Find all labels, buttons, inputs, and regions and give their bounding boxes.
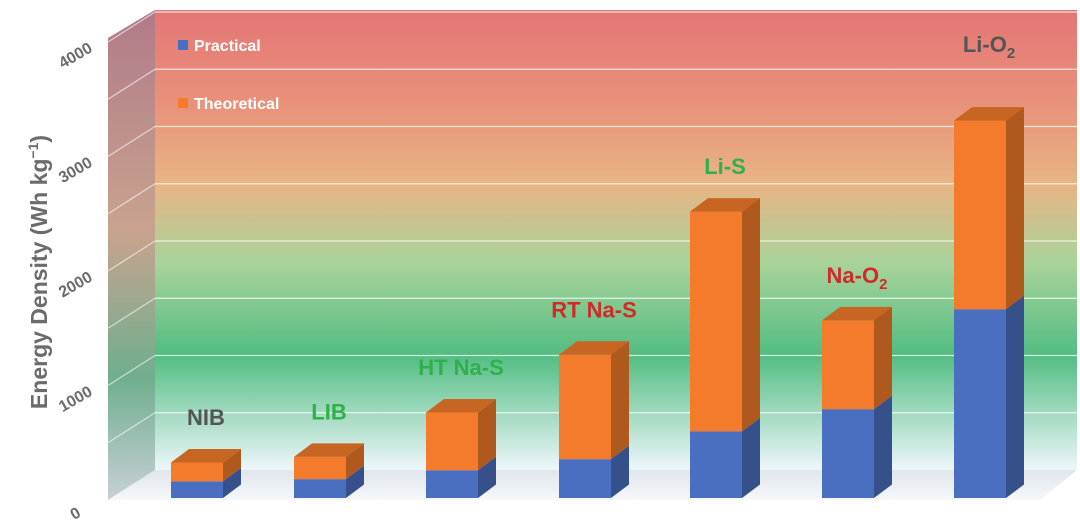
bar-front-face <box>954 120 1006 310</box>
bar-top-face <box>690 198 760 212</box>
legend: Practical Theoretical <box>178 38 279 113</box>
bar-side-face <box>874 395 892 498</box>
bar-side-face <box>223 448 241 482</box>
gridline-wall <box>107 183 156 215</box>
bar-top-face <box>426 399 496 413</box>
bar-front-face <box>822 409 874 498</box>
bar-segment-theoretical <box>954 107 1024 310</box>
bar-segment-practical <box>426 456 496 498</box>
category-label: Li-O2 <box>963 32 1015 62</box>
bar-segment-practical <box>294 465 364 498</box>
category-label: NIB <box>187 405 225 430</box>
bar-segment-practical <box>171 467 241 498</box>
gridline-wall <box>107 412 156 444</box>
bar-side-face <box>1006 107 1024 310</box>
category-label: Li-S <box>704 154 746 179</box>
bar-front-face <box>171 481 223 498</box>
bar-front-face <box>690 211 742 432</box>
bar-front-face <box>822 320 874 410</box>
category-label: Na-O2 <box>827 263 888 293</box>
category-label: LIB <box>311 399 346 424</box>
y-axis-label-superscript: −1 <box>25 142 41 158</box>
bar-top-face <box>294 443 364 457</box>
bar-segment-practical <box>822 395 892 498</box>
legend-label-theoretical: Theoretical <box>194 96 279 113</box>
y-axis-label-close: ) <box>26 135 52 143</box>
bar-segment-theoretical <box>822 306 892 410</box>
bar-segment-theoretical <box>690 198 760 432</box>
bar-front-face <box>690 431 742 498</box>
bar-front-face <box>954 309 1006 498</box>
y-tick-label: 3000 <box>56 154 95 187</box>
bar-segment-theoretical <box>426 399 496 471</box>
y-axis-ticks: 0 1000 2000 3000 4000 <box>56 40 95 524</box>
bar-front-face <box>171 462 223 482</box>
category-label: HT Na-S <box>418 355 504 380</box>
bar-front-face <box>426 470 478 498</box>
category-labels: NIB LIB HT Na-S RT Na-S Li-S Na-O2 Li-O2 <box>187 32 1015 430</box>
legend-swatch-theoretical <box>178 98 188 108</box>
bar-side-face <box>478 456 496 498</box>
bar-segment-practical <box>559 445 629 498</box>
y-axis-label-main: Energy Density (Wh kg <box>26 159 52 409</box>
bar-side-face <box>742 198 760 432</box>
category-label: RT Na-S <box>551 297 637 322</box>
plot-left-wall <box>108 10 155 500</box>
bar-top-face <box>171 448 241 463</box>
gridline-wall <box>107 297 156 329</box>
bar-side-face <box>874 306 892 410</box>
bar-front-face <box>559 354 611 460</box>
bar-top-face <box>954 107 1024 121</box>
gridline-wall <box>107 125 156 158</box>
bar-segment-practical <box>690 417 760 498</box>
bar-side-face <box>346 465 364 498</box>
gridline-wall <box>107 11 156 43</box>
legend-swatch-practical <box>178 40 188 50</box>
y-tick-label: 0 <box>68 504 84 523</box>
bar-segment-theoretical <box>559 341 629 460</box>
bar-top-face <box>559 341 629 355</box>
y-axis-label: Energy Density (Wh kg−1) <box>25 135 52 409</box>
bars <box>171 107 1024 498</box>
bar-side-face <box>611 445 629 498</box>
gridline-wall <box>107 354 156 387</box>
bar-front-face <box>294 479 346 498</box>
bar-side-face <box>1006 295 1024 498</box>
y-tick-label: 4000 <box>56 40 95 73</box>
bar-side-face <box>346 443 364 480</box>
bar-side-face <box>478 399 496 471</box>
legend-label-practical: Practical <box>194 38 261 55</box>
bar-side-face <box>611 341 629 460</box>
bar-segment-practical <box>954 295 1024 498</box>
bar-front-face <box>559 459 611 498</box>
gridline-wall <box>107 240 156 272</box>
y-tick-label: 2000 <box>56 269 95 302</box>
bar-front-face <box>294 456 346 480</box>
bar-side-face <box>742 417 760 498</box>
bar-segment-theoretical <box>171 448 241 482</box>
bar-front-face <box>426 412 478 471</box>
bar-segment-theoretical <box>294 443 364 480</box>
gridline-wall <box>107 68 156 100</box>
bar-side-face <box>223 467 241 498</box>
bar-top-face <box>822 306 892 321</box>
y-tick-label: 1000 <box>56 383 95 416</box>
